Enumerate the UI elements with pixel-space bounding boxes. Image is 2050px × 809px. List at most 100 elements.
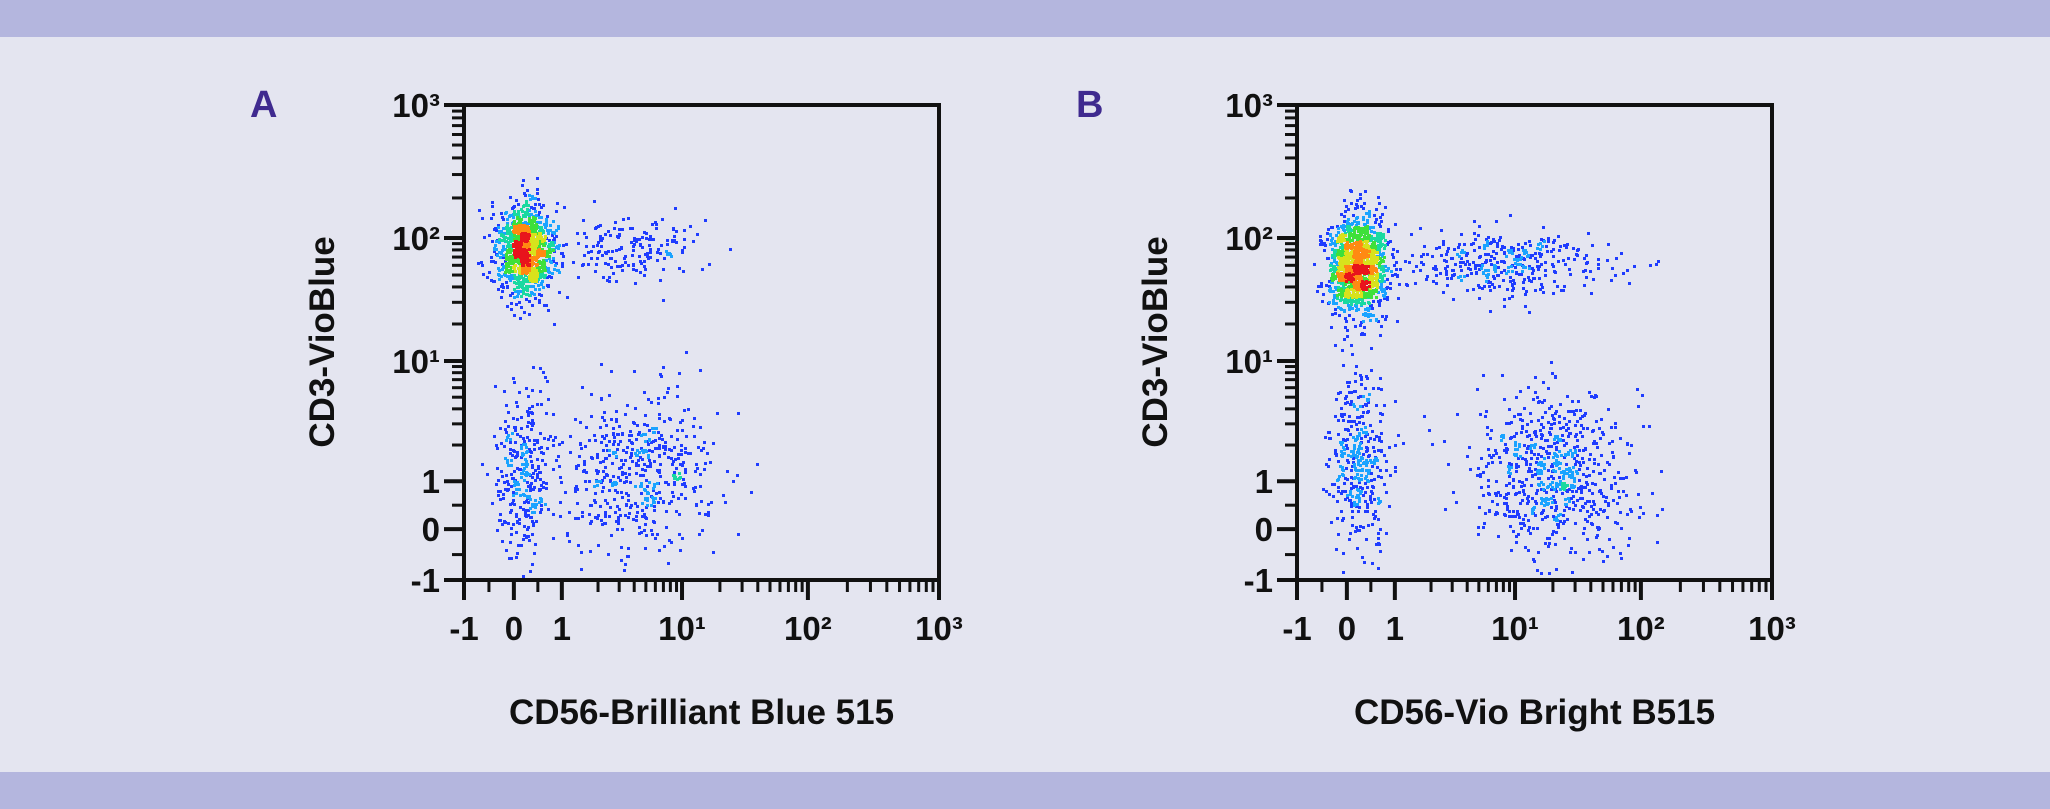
event-dot [1628, 537, 1631, 540]
event-dot [644, 253, 647, 256]
event-dot [1574, 522, 1577, 525]
event-dot [502, 256, 505, 259]
event-dot [1367, 524, 1370, 527]
event-dot [1394, 466, 1397, 469]
event-dot [599, 505, 602, 508]
event-dot [536, 246, 539, 249]
event-dot [1351, 239, 1354, 242]
event-dot [1527, 529, 1530, 532]
event-dot [1488, 509, 1491, 512]
event-dot [1543, 399, 1546, 402]
event-dot [1526, 423, 1529, 426]
event-dot [1338, 257, 1341, 260]
event-dot [621, 228, 624, 231]
event-dot [1337, 419, 1340, 422]
event-dot [653, 485, 656, 488]
event-dot [516, 405, 519, 408]
event-dot [1389, 474, 1392, 477]
event-dot [1340, 295, 1343, 298]
event-dot [1450, 277, 1453, 280]
event-dot [1505, 497, 1508, 500]
event-dot [516, 418, 519, 421]
event-dot [497, 273, 500, 276]
event-dot [651, 223, 654, 226]
event-dot [616, 528, 619, 531]
event-dot [1369, 424, 1372, 427]
event-dot [1359, 525, 1362, 528]
event-dot [665, 510, 668, 513]
event-dot [1359, 490, 1362, 493]
event-dot [696, 233, 699, 236]
event-dot [491, 205, 494, 208]
event-dot [652, 520, 655, 523]
event-dot [1337, 231, 1340, 234]
panel-label: B [1076, 84, 1103, 126]
event-dot [1525, 430, 1528, 433]
event-dot [1534, 289, 1537, 292]
event-dot [603, 522, 606, 525]
event-dot [1380, 432, 1383, 435]
event-dot [1348, 420, 1351, 423]
event-dot [1593, 396, 1596, 399]
event-dot [1367, 410, 1370, 413]
event-dot [541, 238, 544, 241]
event-dot [1538, 265, 1541, 268]
event-dot [535, 520, 538, 523]
event-dot [638, 255, 641, 258]
event-dot [1337, 486, 1340, 489]
event-dot [510, 557, 513, 560]
event-dot [1515, 255, 1518, 258]
event-dot [667, 387, 670, 390]
event-dot [522, 237, 525, 240]
event-dot [523, 501, 526, 504]
event-dot [1515, 453, 1518, 456]
event-dot [1345, 267, 1348, 270]
event-dot [614, 483, 617, 486]
event-dot [1619, 437, 1622, 440]
event-dot [1446, 277, 1449, 280]
event-dot [1375, 318, 1378, 321]
event-dot [657, 397, 660, 400]
event-dot [1517, 413, 1520, 416]
event-dot [554, 436, 557, 439]
event-dot [1357, 308, 1360, 311]
event-dot [1378, 439, 1381, 442]
event-dot [1352, 255, 1355, 258]
event-dot [1356, 216, 1359, 219]
event-dot [1510, 249, 1513, 252]
event-dot [1392, 248, 1395, 251]
event-dot [500, 470, 503, 473]
event-dot [546, 380, 549, 383]
event-dot [1387, 228, 1390, 231]
event-dot [520, 427, 523, 430]
event-dot [549, 229, 552, 232]
event-dot [1522, 281, 1525, 284]
event-dot [1346, 447, 1349, 450]
event-dot [553, 241, 556, 244]
event-dot [1591, 482, 1594, 485]
event-dot [655, 492, 658, 495]
event-dot [1578, 461, 1581, 464]
event-dot [710, 501, 713, 504]
event-dot [1517, 533, 1520, 536]
event-dot [1554, 435, 1557, 438]
event-dot [668, 417, 671, 420]
event-dot [1494, 492, 1497, 495]
event-dot [1446, 250, 1449, 253]
event-dot [514, 245, 517, 248]
event-dot [703, 441, 706, 444]
event-dot [1349, 490, 1352, 493]
event-dot [1348, 538, 1351, 541]
event-dot [1537, 472, 1540, 475]
event-dot [518, 226, 521, 229]
event-dot [1361, 468, 1364, 471]
event-dot [1379, 235, 1382, 238]
event-dot [1370, 369, 1373, 372]
x-axis-title: CD56-Brilliant Blue 515 [509, 693, 894, 732]
event-dot [523, 525, 526, 528]
event-dot [1334, 250, 1337, 253]
event-dot [699, 485, 702, 488]
event-dot [1350, 344, 1353, 347]
event-dot [657, 431, 660, 434]
event-dot [1354, 262, 1357, 265]
